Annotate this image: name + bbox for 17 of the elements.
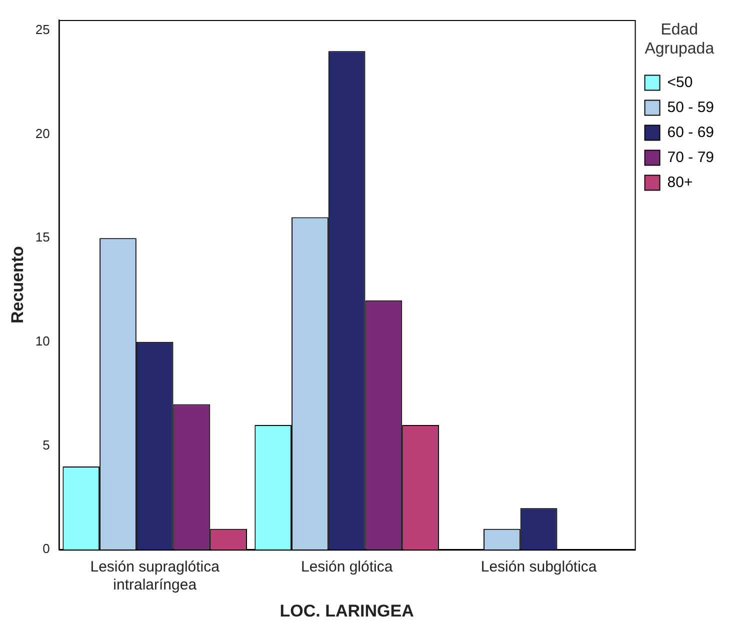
legend-label: 70 - 79 [667,148,714,166]
y-tick-label: 10 [35,333,50,348]
legend-label: 80+ [667,174,693,191]
x-tick-label: Lesión supraglótica intralaríngea [90,558,220,594]
y-tick-label: 0 [42,541,50,556]
legend-title: Edad Agrupada [644,21,714,58]
legend-label: <50 [667,74,693,91]
x-tick-label: Lesión subglótica [480,558,598,576]
y-axis-title: Recuento [8,246,27,324]
x-tick-label: Lesión glótica [300,558,394,576]
y-tick-label: 5 [42,437,50,452]
legend-label: 60 - 69 [667,124,714,141]
x-axis-title: LOC. LARINGEA [280,601,414,620]
legend-label: 50 - 59 [667,98,714,116]
y-tick-label: 15 [35,230,50,245]
y-tick-label: 20 [35,126,50,141]
y-tick-label: 25 [35,22,50,37]
